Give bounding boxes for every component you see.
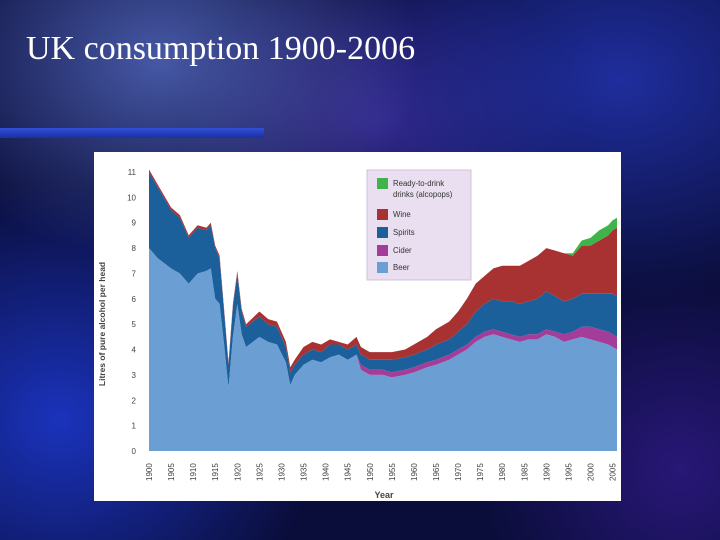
y-tick-label: 0	[132, 447, 137, 456]
x-tick-label: 1935	[300, 463, 309, 481]
area-wine	[149, 169, 617, 373]
legend-label: Wine	[393, 210, 411, 219]
y-tick-label: 6	[132, 295, 137, 304]
x-axis-ticks: 1900 1905 1910 1915 1920 1925 1930 1935 1940 1945…	[145, 463, 618, 481]
x-tick-label: 1905	[167, 463, 176, 481]
legend-label: Cider	[393, 246, 412, 255]
y-tick-label: 2	[132, 396, 137, 405]
legend-label: Ready-to-drink drinks (alcopops)	[393, 179, 453, 199]
x-tick-label: 1985	[520, 463, 529, 481]
y-tick-label: 5	[132, 320, 137, 329]
legend-swatch	[377, 178, 388, 189]
y-tick-label: 1	[132, 422, 137, 431]
x-tick-label: 1965	[432, 463, 441, 481]
chart-legend: Ready-to-drink drinks (alcopops) Wine Spiri…	[366, 169, 472, 281]
x-tick-label: 1975	[476, 463, 485, 481]
legend-swatch	[377, 245, 388, 256]
x-tick-label: 1930	[278, 463, 287, 481]
y-tick-label: 7	[132, 269, 137, 278]
legend-label: Beer	[393, 263, 410, 272]
area-series-group	[149, 169, 617, 451]
x-tick-label: 2000	[587, 463, 596, 481]
x-tick-label: 1980	[498, 463, 507, 481]
legend-swatch	[377, 262, 388, 273]
x-tick-label: 1990	[542, 463, 551, 481]
x-tick-label: 1945	[344, 463, 353, 481]
x-tick-label: 1970	[454, 463, 463, 481]
x-tick-label: 1955	[388, 463, 397, 481]
area-spirits	[149, 172, 617, 388]
legend-swatch	[377, 227, 388, 238]
slide-title: UK consumption 1900-2006	[26, 30, 416, 67]
y-tick-label: 9	[132, 219, 137, 228]
x-tick-label: 1950	[366, 463, 375, 481]
y-axis-ticks: 0 1 2 3 4 5 6 7 8 9 10 11	[127, 168, 136, 456]
x-tick-label: 1960	[410, 463, 419, 481]
legend-swatch	[377, 209, 388, 220]
x-tick-label: 1900	[145, 463, 154, 481]
x-tick-label: 1925	[255, 463, 264, 481]
x-tick-label: 2005	[609, 463, 618, 481]
y-tick-label: 4	[132, 346, 137, 355]
area-beer	[149, 248, 617, 451]
y-tick-label: 3	[132, 371, 137, 380]
y-tick-label: 8	[132, 244, 137, 253]
y-tick-label: 10	[127, 193, 136, 202]
y-axis-label: Litres of pure alcohol per head	[97, 262, 107, 386]
chart-panel: 0 1 2 3 4 5 6 7 8 9 10 11 1900 1905 1910 1915 1920 1925 1…	[94, 152, 621, 501]
x-tick-label: 1915	[211, 463, 220, 481]
title-accent-bar	[0, 128, 264, 138]
x-tick-label: 1940	[322, 463, 331, 481]
x-tick-label: 1910	[189, 463, 198, 481]
x-tick-label: 1920	[233, 463, 242, 481]
x-tick-label: 1995	[564, 463, 573, 481]
x-axis-label: Year	[374, 490, 394, 500]
y-tick-label: 11	[128, 168, 137, 177]
legend-label: Spirits	[393, 228, 415, 237]
